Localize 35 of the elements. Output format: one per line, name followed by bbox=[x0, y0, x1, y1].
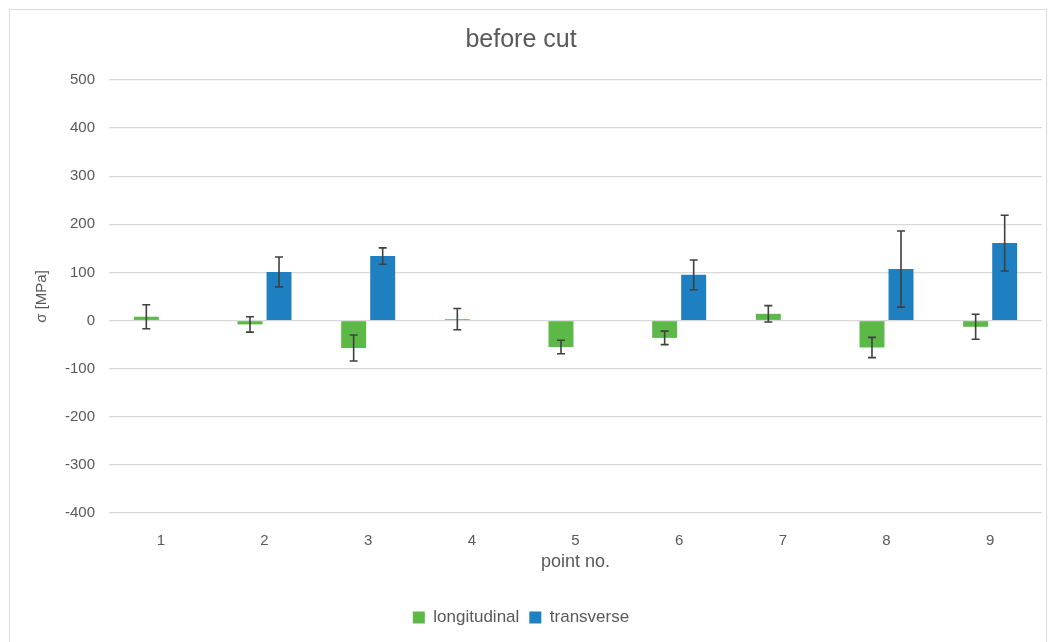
legend-label: longitudinal bbox=[433, 607, 520, 627]
bar bbox=[755, 313, 781, 320]
bar bbox=[681, 274, 707, 320]
bar bbox=[652, 321, 678, 338]
x-tick-label: 1 bbox=[156, 531, 166, 549]
bar bbox=[266, 271, 292, 320]
x-tick-label: 8 bbox=[882, 531, 891, 549]
x-tick-label: 5 bbox=[571, 531, 580, 549]
y-tick-label: 100 bbox=[69, 262, 95, 280]
x-tick-label: 6 bbox=[674, 531, 684, 549]
bar bbox=[548, 321, 574, 348]
y-tick-label: -400 bbox=[64, 503, 95, 521]
x-tick-label: 4 bbox=[467, 531, 477, 549]
x-tick-label: 9 bbox=[985, 531, 995, 549]
x-tick-label: 2 bbox=[260, 531, 269, 549]
legend-label: transverse bbox=[549, 607, 630, 627]
x-tick-label: 3 bbox=[363, 531, 373, 549]
y-tick-label: -300 bbox=[64, 455, 95, 473]
y-tick-label: 200 bbox=[69, 214, 95, 232]
chart-title: before cut bbox=[465, 23, 577, 52]
bar bbox=[133, 316, 159, 320]
y-tick-label: 400 bbox=[69, 118, 95, 136]
bar bbox=[341, 321, 367, 348]
bar bbox=[992, 243, 1018, 320]
bar bbox=[963, 321, 989, 327]
y-tick-label: 0 bbox=[86, 310, 95, 328]
x-tick-label: 7 bbox=[778, 531, 788, 549]
bar bbox=[370, 256, 396, 320]
y-tick-label: 500 bbox=[69, 70, 95, 88]
y-axis-title: σ [MPa] bbox=[32, 270, 50, 323]
y-tick-label: -100 bbox=[64, 358, 95, 376]
x-axis-title: point no. bbox=[540, 551, 611, 572]
y-tick-label: 300 bbox=[69, 166, 95, 184]
y-tick-label: -200 bbox=[64, 406, 95, 424]
bar bbox=[859, 321, 885, 348]
